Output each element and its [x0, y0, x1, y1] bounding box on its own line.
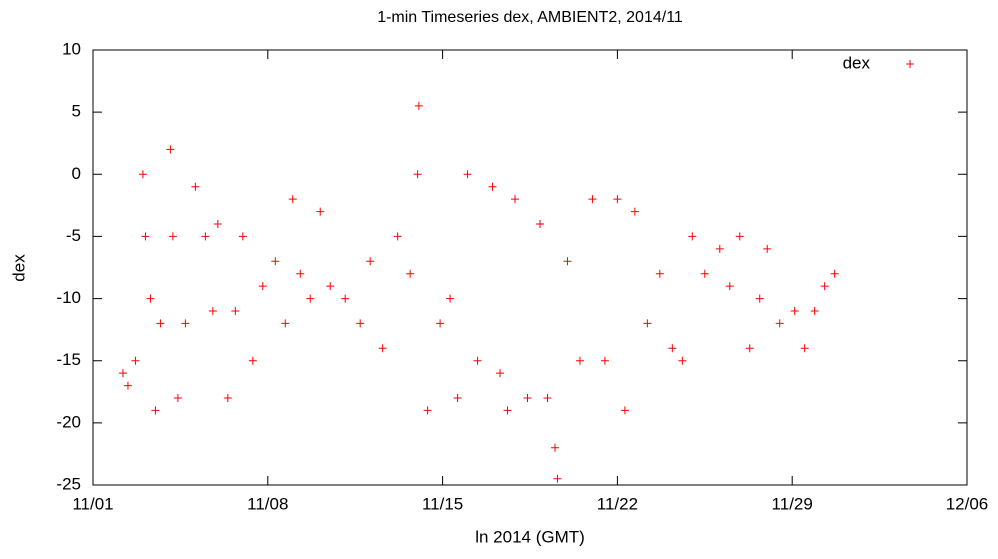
data-point [366, 257, 375, 266]
x-tick-label: 11/01 [72, 494, 113, 513]
data-point [755, 294, 764, 303]
data-point [523, 394, 532, 402]
y-tick-label: 0 [72, 164, 81, 183]
data-point [543, 394, 552, 402]
data-point [231, 307, 240, 315]
y-tick-label: -15 [56, 350, 81, 369]
data-point [463, 170, 472, 179]
data-point [745, 344, 754, 353]
data-point [496, 369, 505, 378]
y-axis-label: dex [9, 254, 28, 282]
x-tick-label: 11/22 [597, 494, 638, 513]
data-point [281, 319, 290, 328]
data-point [620, 406, 629, 415]
data-point [208, 307, 217, 315]
data-point [830, 269, 839, 278]
data-point [141, 232, 150, 241]
legend-marker [906, 60, 914, 68]
data-point [511, 195, 520, 204]
data-point [643, 319, 652, 328]
data-point [156, 319, 165, 328]
data-point [503, 406, 512, 415]
data-point [820, 282, 829, 291]
data-point [700, 269, 709, 278]
data-point [393, 232, 402, 241]
x-tick-label: 11/15 [422, 494, 463, 513]
data-point [630, 207, 639, 216]
data-point [168, 232, 177, 241]
data-point [326, 282, 335, 291]
data-point [790, 307, 799, 315]
y-tick-label: -10 [56, 288, 81, 307]
data-point [810, 307, 819, 315]
data-point [473, 356, 482, 365]
y-tick-label: -5 [66, 226, 81, 245]
data-point [423, 406, 432, 415]
data-point [288, 195, 297, 204]
data-point [453, 394, 462, 402]
data-point [378, 344, 387, 353]
x-tick-label: 11/08 [247, 494, 288, 513]
data-point [535, 220, 544, 228]
data-point [613, 195, 622, 204]
data-point [575, 356, 584, 365]
data-point [238, 232, 247, 241]
data-point [488, 182, 497, 191]
data-point [151, 406, 160, 415]
data-point [414, 101, 423, 110]
data-point [775, 319, 784, 328]
data-point [123, 381, 132, 390]
data-point [356, 319, 365, 328]
x-tick-label: 11/29 [772, 494, 813, 513]
x-axis-label: ln 2014 (GMT) [475, 527, 585, 546]
y-tick-label: -20 [56, 412, 81, 431]
data-point [213, 220, 222, 228]
data-point [655, 269, 664, 278]
data-point [715, 244, 724, 253]
data-point [588, 195, 597, 204]
data-point [316, 207, 325, 216]
data-point [406, 269, 415, 278]
data-point [296, 269, 305, 278]
y-tick-label: 5 [72, 102, 81, 121]
data-point [131, 356, 140, 365]
data-point [725, 282, 734, 291]
data-point [553, 474, 562, 483]
x-tick-label: 12/06 [946, 494, 989, 513]
data-point [166, 145, 175, 154]
data-point [191, 182, 200, 191]
data-point [436, 319, 445, 328]
data-point [413, 170, 422, 179]
data-point [271, 257, 280, 266]
data-point [800, 344, 809, 353]
data-point [118, 369, 127, 378]
data-point [550, 443, 559, 452]
data-point [678, 356, 687, 365]
data-point [258, 282, 267, 291]
data-point [668, 344, 677, 353]
data-point [735, 232, 744, 241]
data-point [146, 294, 155, 303]
data-point [763, 244, 772, 253]
data-point [248, 356, 257, 365]
data-point [181, 319, 190, 328]
data-point [138, 170, 147, 179]
data-point [306, 294, 315, 303]
data-point [446, 294, 455, 303]
chart-title: 1-min Timeseries dex, AMBIENT2, 2014/11 [377, 9, 683, 26]
data-point [173, 394, 182, 402]
y-tick-label: -25 [56, 474, 81, 493]
data-point [563, 257, 572, 266]
data-point [223, 394, 232, 402]
y-tick-label: 10 [62, 39, 81, 58]
data-point [341, 294, 350, 303]
legend-label: dex [843, 53, 871, 72]
data-point [201, 232, 210, 241]
data-point [688, 232, 697, 241]
data-point [600, 356, 609, 365]
plot-frame [92, 49, 968, 486]
